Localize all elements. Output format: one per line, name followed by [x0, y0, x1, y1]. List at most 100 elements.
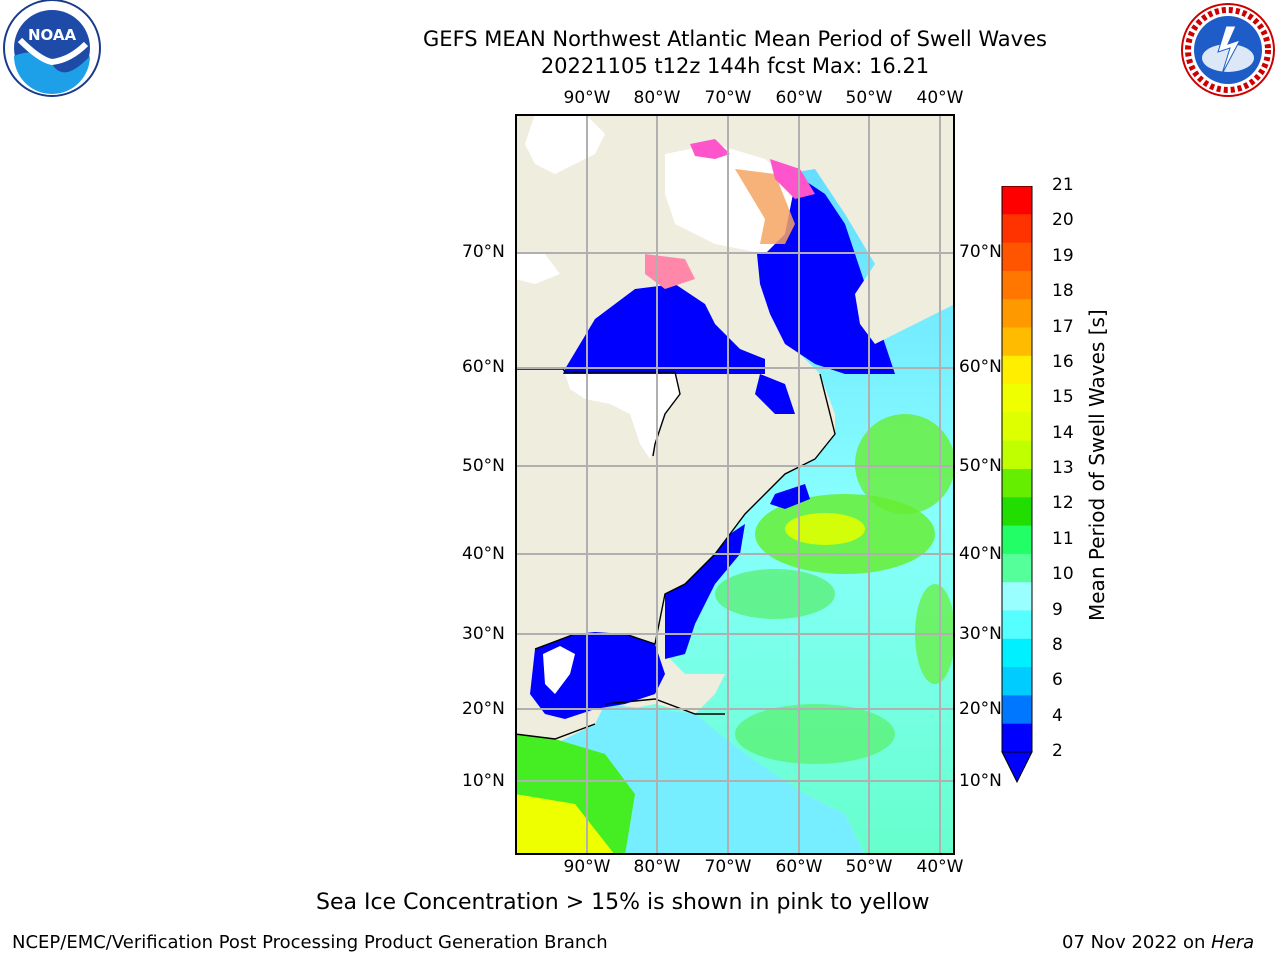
swell-zone-south: [735, 704, 895, 764]
colorbar-tick-label: 14: [1052, 422, 1074, 443]
lon-label-bottom: 60°W: [775, 857, 823, 877]
swell-zone-peak: [785, 513, 865, 545]
lat-label-right: 20°N: [959, 699, 1002, 719]
lat-label-left: 30°N: [462, 624, 505, 644]
colorbar-tick-label: 6: [1052, 670, 1063, 691]
chart-title: GEFS MEAN Northwest Atlantic Mean Period…: [423, 27, 1047, 51]
swell-period-map: [514, 114, 955, 855]
lon-label-top: 80°W: [633, 88, 681, 108]
colorbar-tick-label: 4: [1052, 705, 1063, 726]
lon-label-bottom: 80°W: [633, 857, 681, 877]
map-panel: [514, 114, 955, 855]
sea-ice-pink-2: [770, 159, 815, 199]
arctic-white-west: [515, 254, 560, 284]
colorbar-tick-label: 11: [1052, 528, 1074, 549]
sea-ice-note: Sea Ice Concentration > 15% is shown in …: [316, 890, 930, 915]
sea-ice-orange: [735, 169, 795, 244]
lat-label-right: 40°N: [959, 544, 1002, 564]
run-date: 07 Nov 2022 on Hera: [1062, 932, 1254, 953]
colorbar-swatch: [1002, 525, 1032, 555]
lat-label-left: 10°N: [462, 771, 505, 791]
greenland-south: [855, 254, 955, 344]
coastlines: [514, 368, 836, 740]
colorbar-swatch: [1002, 667, 1032, 696]
lon-label-bottom: 40°W: [916, 857, 964, 877]
lon-label-bottom: 50°W: [845, 857, 893, 877]
colorbar-tick-label: 13: [1052, 458, 1074, 478]
colorbar-swatch: [1002, 638, 1032, 668]
colorbar-tick-label: 19: [1052, 245, 1074, 266]
swell-zone-east: [855, 414, 955, 514]
colorbar-swatch: [1002, 412, 1032, 442]
gulf-mask: [543, 646, 575, 694]
colorbar-tick-label: 12: [1052, 493, 1074, 514]
colorbar-tick-label: 20: [1052, 210, 1074, 231]
lon-label-bottom: 70°W: [704, 857, 752, 877]
nws-logo: [1178, 0, 1280, 100]
colorbar-swatch: [1002, 582, 1032, 611]
lon-label-top: 50°W: [845, 88, 893, 108]
run-date-text: 07 Nov 2022 on: [1062, 932, 1212, 953]
lat-label-right: 50°N: [959, 456, 1002, 476]
lon-label-top: 40°W: [916, 88, 964, 108]
colorbar-tick-label: 10: [1052, 564, 1074, 585]
colorbar-extend-arrow: [1001, 751, 1033, 784]
colorbar-swatch: [1002, 553, 1032, 583]
lat-label-right: 70°N: [959, 242, 1002, 262]
arctic-archipelago: [525, 114, 605, 174]
map-frame: [515, 114, 955, 855]
colorbar-tick-label: 9: [1052, 599, 1063, 620]
south-west-yellow: [515, 794, 615, 855]
colorbar-swatch: [1002, 186, 1032, 215]
lat-label-left: 50°N: [462, 456, 505, 476]
colorbar-swatch: [1002, 270, 1032, 300]
graticule: [515, 114, 955, 855]
hudson-strait: [755, 374, 795, 414]
lat-label-left: 20°N: [462, 699, 505, 719]
hudson-bay-mask: [565, 374, 680, 459]
lon-label-bottom: 90°W: [563, 857, 611, 877]
lat-label-right: 30°N: [959, 624, 1002, 644]
colorbar-tick-label: 17: [1052, 316, 1074, 337]
colorbar-swatch: [1002, 469, 1032, 498]
sea-ice-pink-1: [690, 139, 730, 159]
colorbar-label: Mean Period of Swell Waves [s]: [1085, 309, 1109, 621]
lat-label-left: 70°N: [462, 242, 505, 262]
colorbar-swatch: [1002, 723, 1032, 753]
lon-label-top: 60°W: [775, 88, 823, 108]
noaa-logo-text: NOAA: [28, 26, 77, 44]
colorbar-tick-label: 16: [1052, 351, 1074, 372]
swell-zone-mid: [715, 569, 835, 619]
arctic-ice-area: [665, 144, 795, 254]
colorbar-swatches: [1001, 185, 1033, 784]
colorbar-swatch: [1002, 440, 1032, 470]
chart-subtitle: 20221105 t12z 144h fcst Max: 16.21: [540, 54, 930, 78]
lat-label-right: 10°N: [959, 771, 1002, 791]
colorbar-tick-label: 2: [1052, 741, 1063, 761]
colorbar-tick-label: 21: [1052, 175, 1074, 195]
lat-label-right: 60°N: [959, 357, 1002, 377]
lat-label-left: 40°N: [462, 544, 505, 564]
credit-text: NCEP/EMC/Verification Post Processing Pr…: [12, 932, 608, 953]
colorbar-tick-label: 15: [1052, 387, 1074, 408]
colorbar-swatch: [1002, 355, 1032, 385]
colorbar-swatch: [1002, 384, 1032, 413]
colorbar: [1000, 185, 1036, 786]
colorbar-tick-label: 8: [1052, 634, 1063, 655]
us-coastal-waters: [665, 524, 745, 659]
colorbar-swatch: [1002, 214, 1032, 244]
colorbar-swatch: [1002, 327, 1032, 357]
host-name: Hera: [1211, 932, 1255, 953]
lon-label-top: 90°W: [563, 88, 611, 108]
colorbar-swatch: [1002, 610, 1032, 640]
lat-label-left: 60°N: [462, 357, 505, 377]
noaa-logo: NOAA: [0, 0, 106, 100]
colorbar-frame: [1001, 185, 1033, 753]
hudson-bay: [563, 284, 765, 374]
colorbar-swatch: [1002, 497, 1032, 527]
lon-label-top: 70°W: [704, 88, 752, 108]
colorbar-swatch: [1002, 299, 1032, 328]
colorbar-swatch: [1002, 242, 1032, 272]
colorbar-swatch: [1002, 695, 1032, 725]
colorbar-tick-label: 18: [1052, 281, 1074, 302]
